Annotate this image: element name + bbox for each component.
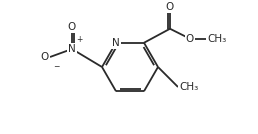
Text: CH₃: CH₃ [207, 34, 226, 44]
Text: O: O [186, 34, 194, 44]
Text: O: O [41, 52, 49, 62]
Text: N: N [112, 38, 120, 48]
Text: CH₃: CH₃ [179, 82, 198, 92]
Text: O: O [166, 2, 174, 12]
Text: N: N [68, 44, 76, 54]
Text: −: − [53, 62, 59, 71]
Text: +: + [76, 35, 82, 44]
Text: O: O [68, 22, 76, 32]
